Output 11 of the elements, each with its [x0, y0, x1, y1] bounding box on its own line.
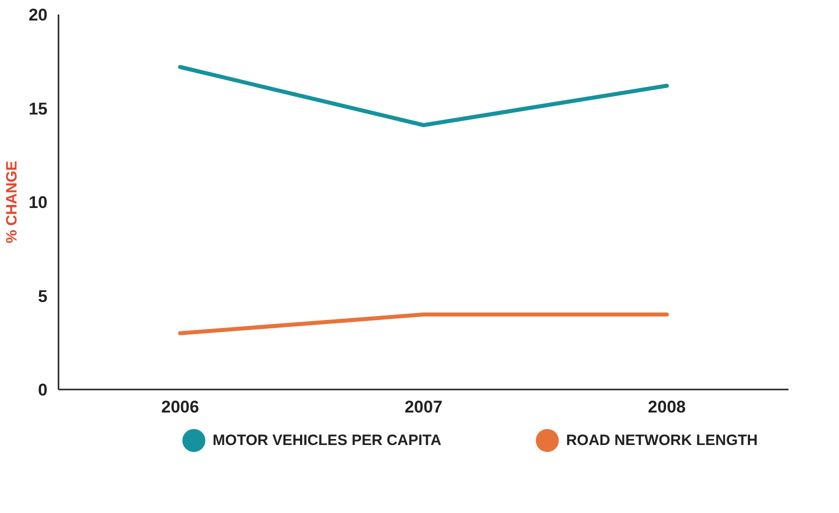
y-tick-label: 0 — [38, 380, 48, 400]
y-tick-label: 5 — [38, 286, 48, 306]
y-tick-label: 10 — [28, 193, 48, 212]
y-axis-title: % CHANGE — [4, 160, 21, 244]
x-tick-label: 2007 — [404, 398, 442, 416]
y-tick-label: 20 — [28, 6, 48, 24]
legend-label: ROAD NETWORK LENGTH — [566, 432, 758, 449]
legend-label: MOTOR VEHICLES PER CAPITA — [212, 432, 442, 449]
x-tick-label: 2006 — [161, 398, 200, 416]
y-tick-label: 15 — [28, 99, 48, 118]
x-tick-label: 2008 — [648, 398, 686, 416]
